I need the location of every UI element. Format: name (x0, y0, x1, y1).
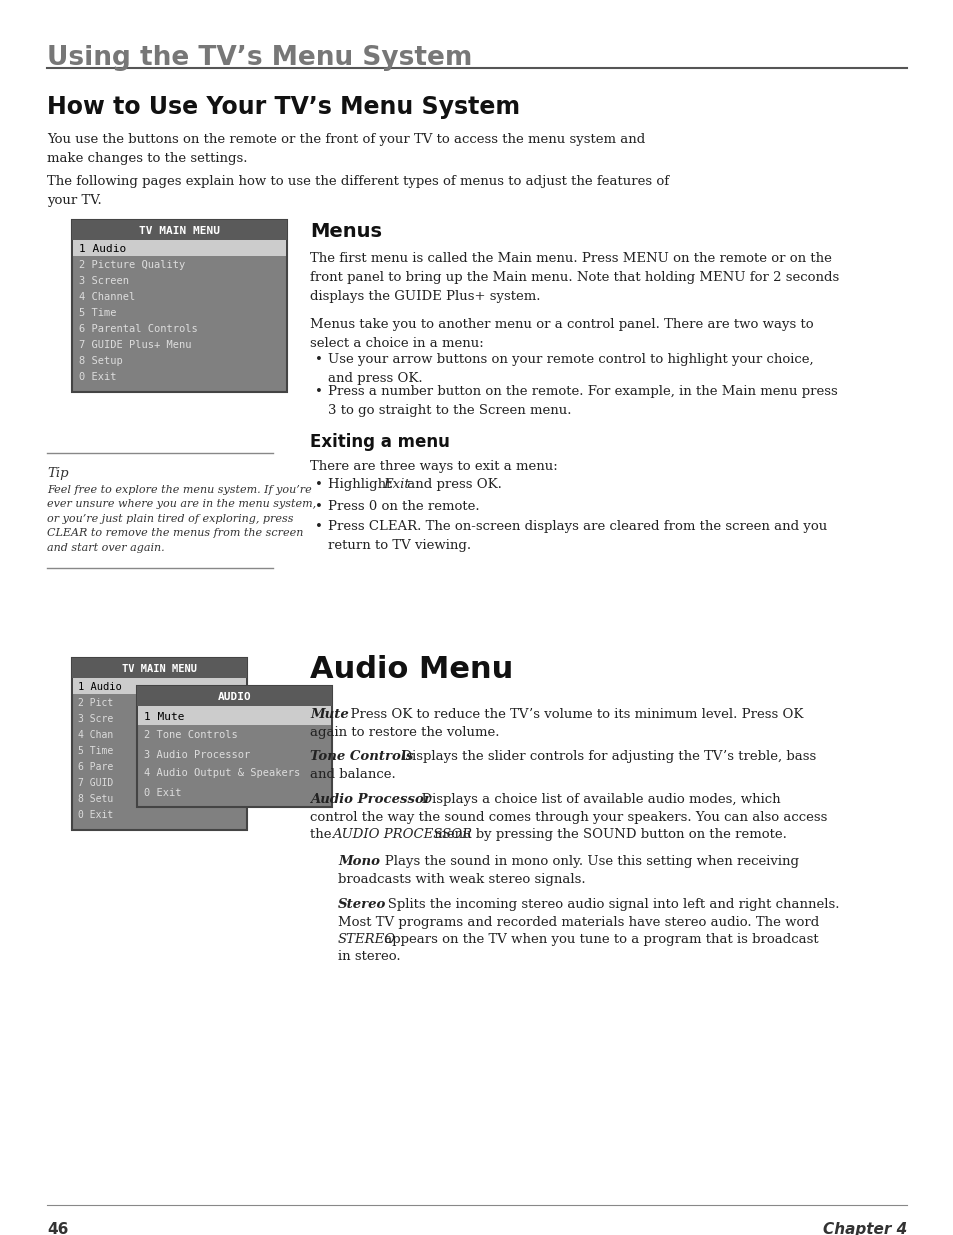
Text: Press CLEAR. The on-screen displays are cleared from the screen and you
return t: Press CLEAR. The on-screen displays are … (328, 520, 826, 552)
Text: Tone Controls: Tone Controls (310, 750, 413, 763)
Text: 5 Time: 5 Time (78, 746, 113, 756)
Text: Chapter 4: Chapter 4 (821, 1221, 906, 1235)
Text: Mute: Mute (310, 708, 349, 721)
Text: 3 Scre: 3 Scre (78, 714, 113, 724)
Text: broadcasts with weak stereo signals.: broadcasts with weak stereo signals. (337, 873, 585, 885)
Text: Exit: Exit (382, 478, 410, 492)
Text: Plays the sound in mono only. Use this setting when receiving: Plays the sound in mono only. Use this s… (372, 855, 799, 868)
Text: 1 Audio: 1 Audio (78, 682, 122, 692)
Text: in stereo.: in stereo. (337, 950, 400, 963)
Text: and press OK.: and press OK. (402, 478, 501, 492)
Text: Exiting a menu: Exiting a menu (310, 433, 450, 451)
Text: 6 Pare: 6 Pare (78, 762, 113, 772)
Bar (73, 678, 246, 694)
Text: 2 Tone Controls: 2 Tone Controls (144, 730, 237, 741)
Text: 7 GUIDE Plus+ Menu: 7 GUIDE Plus+ Menu (79, 340, 192, 350)
Text: •: • (314, 478, 322, 492)
Bar (71, 220, 287, 391)
Text: the: the (310, 827, 335, 841)
Text: Most TV programs and recorded materials have stereo audio. The word: Most TV programs and recorded materials … (337, 916, 819, 929)
Text: Press OK to reduce the TV’s volume to its minimum level. Press OK: Press OK to reduce the TV’s volume to it… (341, 708, 802, 721)
Bar (71, 658, 247, 830)
Text: •: • (314, 520, 322, 534)
Text: 8 Setu: 8 Setu (78, 794, 113, 804)
Text: Tip: Tip (47, 467, 69, 480)
Text: Menus: Menus (310, 222, 381, 241)
Bar (73, 240, 286, 256)
Text: 2 Picture Quality: 2 Picture Quality (79, 261, 185, 270)
Text: TV MAIN MENU: TV MAIN MENU (139, 226, 220, 236)
Text: Audio Processor: Audio Processor (310, 793, 431, 806)
Text: control the way the sound comes through your speakers. You can also access: control the way the sound comes through … (310, 811, 826, 824)
Text: Stereo: Stereo (337, 898, 386, 911)
Text: •: • (314, 385, 322, 398)
Text: Displays a choice list of available audio modes, which: Displays a choice list of available audi… (413, 793, 780, 806)
Text: AUDIO PROCESSOR: AUDIO PROCESSOR (332, 827, 472, 841)
Text: The following pages explain how to use the different types of menus to adjust th: The following pages explain how to use t… (47, 175, 668, 207)
Text: 3 Audio Processor: 3 Audio Processor (144, 750, 250, 760)
Bar (71, 658, 247, 678)
Text: 46: 46 (47, 1221, 69, 1235)
Text: 4 Audio Output & Speakers: 4 Audio Output & Speakers (144, 768, 300, 778)
Text: How to Use Your TV’s Menu System: How to Use Your TV’s Menu System (47, 95, 519, 119)
Text: TV MAIN MENU: TV MAIN MENU (122, 664, 196, 674)
Text: 3 Screen: 3 Screen (79, 275, 129, 287)
Text: 7 GUID: 7 GUID (78, 778, 113, 788)
Text: Press 0 on the remote.: Press 0 on the remote. (328, 500, 479, 513)
Bar (138, 706, 331, 725)
Text: You use the buttons on the remote or the front of your TV to access the menu sys: You use the buttons on the remote or the… (47, 133, 644, 165)
Text: Audio Menu: Audio Menu (310, 655, 513, 684)
Bar (137, 685, 332, 706)
Text: Highlight: Highlight (328, 478, 395, 492)
Text: Displays the slider controls for adjusting the TV’s treble, bass: Displays the slider controls for adjusti… (393, 750, 816, 763)
Text: AUDIO: AUDIO (217, 692, 251, 701)
Text: 1 Audio: 1 Audio (79, 245, 126, 254)
Text: 6 Parental Controls: 6 Parental Controls (79, 324, 197, 333)
Text: 2 Pict: 2 Pict (78, 698, 113, 708)
Text: 4 Channel: 4 Channel (79, 291, 135, 303)
Text: The first menu is called the Main menu. Press MENU on the remote or on the
front: The first menu is called the Main menu. … (310, 252, 839, 303)
Text: 1 Mute: 1 Mute (144, 711, 184, 721)
Text: 0 Exit: 0 Exit (78, 810, 113, 820)
Text: There are three ways to exit a menu:: There are three ways to exit a menu: (310, 459, 558, 473)
Text: Mono: Mono (337, 855, 379, 868)
Text: and balance.: and balance. (310, 768, 395, 781)
Text: 4 Chan: 4 Chan (78, 730, 113, 740)
Text: 0 Exit: 0 Exit (144, 788, 181, 798)
Text: •: • (314, 500, 322, 513)
Text: Using the TV’s Menu System: Using the TV’s Menu System (47, 44, 472, 70)
Text: 8 Setup: 8 Setup (79, 356, 123, 366)
Bar (137, 685, 332, 806)
Text: 0 Exit: 0 Exit (79, 372, 116, 382)
Text: Press a number button on the remote. For example, in the Main menu press
3 to go: Press a number button on the remote. For… (328, 385, 837, 417)
Text: •: • (314, 353, 322, 366)
Text: Use your arrow buttons on your remote control to highlight your choice,
and pres: Use your arrow buttons on your remote co… (328, 353, 813, 385)
Text: Splits the incoming stereo audio signal into left and right channels.: Splits the incoming stereo audio signal … (375, 898, 839, 911)
Text: Menus take you to another menu or a control panel. There are two ways to
select : Menus take you to another menu or a cont… (310, 317, 813, 350)
Text: 5 Time: 5 Time (79, 308, 116, 317)
Text: appears on the TV when you tune to a program that is broadcast: appears on the TV when you tune to a pro… (379, 932, 818, 946)
Bar (71, 220, 287, 240)
Text: Feel free to explore the menu system. If you’re
ever unsure where you are in the: Feel free to explore the menu system. If… (47, 485, 315, 552)
Text: again to restore the volume.: again to restore the volume. (310, 726, 499, 739)
Text: STEREO: STEREO (337, 932, 395, 946)
Text: menu by pressing the SOUND button on the remote.: menu by pressing the SOUND button on the… (430, 827, 786, 841)
